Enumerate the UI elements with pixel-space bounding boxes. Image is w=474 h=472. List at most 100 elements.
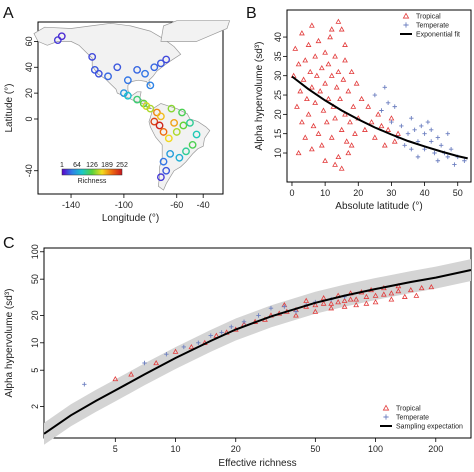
site-marker bbox=[178, 108, 186, 117]
x-tick-label: 200 bbox=[428, 444, 443, 454]
tropical-point bbox=[338, 165, 345, 171]
richness-sites bbox=[53, 32, 201, 182]
y-tick-label: 0 bbox=[24, 116, 34, 121]
tropical-point bbox=[325, 61, 332, 67]
panel-b-marks bbox=[290, 18, 468, 171]
tropical-point bbox=[335, 18, 342, 24]
y-tick-label: 25 bbox=[273, 90, 283, 100]
tropical-point bbox=[341, 303, 348, 309]
legend-entry-temperate: Temperate bbox=[416, 23, 449, 30]
temperate-point bbox=[181, 344, 187, 350]
x-tick-label: 100 bbox=[368, 444, 383, 454]
site-marker bbox=[90, 65, 99, 74]
temperate-point bbox=[425, 119, 431, 125]
panel-b-legend: Tropical Temperate Exponential fit bbox=[400, 12, 460, 39]
site-marker bbox=[146, 104, 155, 113]
tropical-point bbox=[310, 122, 317, 129]
tropical-point bbox=[395, 130, 401, 136]
temperate-point bbox=[392, 104, 397, 109]
temperate-point bbox=[372, 92, 378, 98]
temperate-point bbox=[445, 154, 450, 160]
y-tick-label: 20 bbox=[24, 88, 34, 98]
panel-b-frame bbox=[286, 9, 472, 183]
y-tick-label: 50 bbox=[30, 274, 40, 284]
tropical-point bbox=[313, 72, 320, 78]
site-marker bbox=[156, 59, 165, 68]
site-marker bbox=[123, 91, 132, 100]
y-axis-label: Alpha hypervolume (sd³) bbox=[4, 289, 15, 398]
colorbar-tick-label: 64 bbox=[73, 162, 81, 169]
site-marker bbox=[182, 147, 190, 156]
tropical-point bbox=[312, 53, 319, 59]
tropical-point bbox=[292, 45, 299, 51]
temperate-point bbox=[142, 360, 147, 366]
site-marker bbox=[172, 128, 181, 136]
colorbar-tick-label: 126 bbox=[86, 162, 98, 169]
tropical-point bbox=[388, 290, 395, 296]
tropical-point bbox=[375, 111, 382, 117]
temperate-point bbox=[462, 158, 467, 163]
temperate-point bbox=[229, 324, 234, 329]
colorbar-tick-label: 1 bbox=[60, 162, 64, 169]
y-tick-label: 20 bbox=[30, 310, 40, 320]
temperate-point bbox=[196, 340, 201, 346]
x-tick-label: -100 bbox=[115, 200, 133, 210]
site-marker bbox=[159, 157, 168, 166]
tropical-point bbox=[328, 134, 335, 140]
tropical-point bbox=[353, 80, 360, 86]
sampling-envelope bbox=[44, 259, 471, 445]
temperate-point bbox=[422, 146, 427, 152]
tropical-point bbox=[342, 57, 348, 63]
y-tick-label: 5 bbox=[30, 368, 40, 373]
tropical-point bbox=[295, 61, 302, 67]
tropical-point bbox=[294, 103, 300, 109]
colorbar-tick-label: 189 bbox=[101, 162, 113, 169]
tropical-point bbox=[342, 41, 348, 47]
panel-b-scatter: 0 10 20 30 40 50 10 15 20 25 30 35 40 Absolute latitu… bbox=[254, 9, 472, 212]
x-axis-label: Absolute latitude (°) bbox=[335, 201, 422, 212]
tropical-point bbox=[372, 299, 379, 305]
temperate-point bbox=[409, 146, 414, 152]
exponential-fit-line bbox=[291, 75, 468, 160]
tropical-point bbox=[332, 115, 338, 121]
temperate-point bbox=[389, 119, 394, 125]
site-marker bbox=[104, 72, 112, 81]
tropical-point bbox=[368, 119, 375, 125]
temperate-point bbox=[409, 116, 414, 121]
legend-entry-tropical: Tropical bbox=[396, 406, 421, 413]
sampling-expectation-line bbox=[43, 269, 472, 435]
temperate-point bbox=[219, 330, 224, 335]
x-tick-label: 50 bbox=[310, 444, 320, 454]
tropical-point bbox=[297, 88, 304, 94]
tropical-point bbox=[352, 130, 358, 136]
panel-c-scatter: 5 10 20 50 100 200 2 5 10 20 50 100 Effective richne… bbox=[4, 244, 472, 469]
tropical-point bbox=[322, 80, 329, 86]
legend-entry-exponential-fit: Exponential fit bbox=[416, 32, 460, 39]
tropical-point bbox=[338, 26, 345, 32]
temperate-point bbox=[435, 135, 441, 140]
y-tick-label: 60 bbox=[24, 36, 34, 46]
tropical-point bbox=[363, 300, 370, 306]
temperate-point bbox=[412, 127, 417, 133]
site-marker bbox=[153, 108, 161, 117]
temperate-point bbox=[429, 139, 434, 144]
tropical-point bbox=[343, 138, 350, 144]
site-marker bbox=[133, 95, 142, 104]
x-tick-label: 30 bbox=[386, 188, 396, 198]
tropical-point bbox=[112, 376, 119, 382]
y-tick-label: 40 bbox=[24, 62, 34, 72]
tropical-point bbox=[335, 153, 342, 160]
panel-a-axes: -140 -100 -60 -40 -40 0 20 40 60 Longitude (°) Lat… bbox=[4, 36, 210, 224]
site-marker bbox=[141, 69, 149, 78]
tropical-point bbox=[188, 343, 195, 350]
y-tick-label: 35 bbox=[273, 51, 283, 61]
tropical-point bbox=[338, 126, 345, 132]
y-tick-label: 10 bbox=[273, 148, 283, 158]
x-tick-label: 40 bbox=[420, 188, 430, 198]
tropical-point bbox=[428, 283, 435, 290]
site-marker bbox=[113, 63, 122, 72]
y-axis-label: Alpha hypervolume (sd³) bbox=[254, 42, 265, 151]
y-tick-label: 2 bbox=[30, 404, 40, 409]
y-tick-label: -40 bbox=[24, 164, 34, 177]
temperate-point bbox=[208, 333, 213, 338]
